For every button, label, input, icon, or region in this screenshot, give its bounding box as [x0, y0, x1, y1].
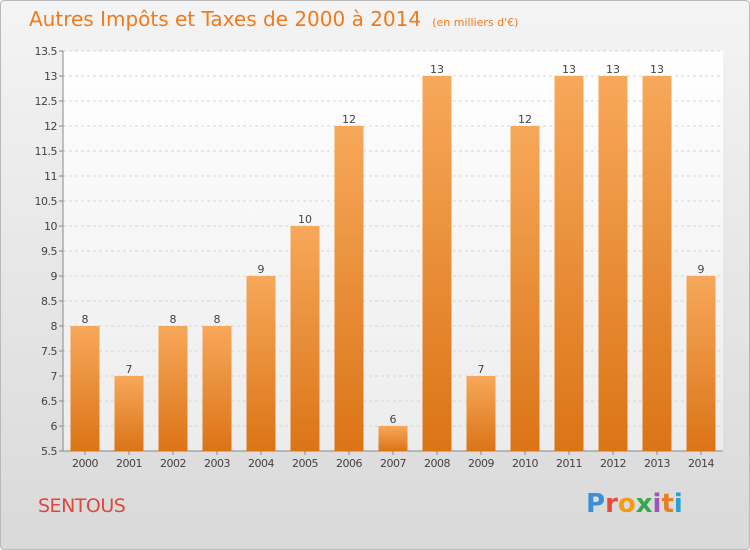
- bar: [466, 376, 496, 451]
- bar: [114, 376, 144, 451]
- y-tick-label: 8.5: [41, 295, 57, 308]
- y-tick-label: 11.5: [35, 145, 58, 158]
- x-tick-label: 2005: [292, 457, 318, 470]
- bar: [510, 126, 540, 451]
- y-tick-label: 12: [44, 120, 57, 133]
- x-tick-label: 2006: [336, 457, 362, 470]
- bar: [554, 76, 584, 451]
- logo-letter: i: [673, 489, 683, 519]
- logo-letter: r: [605, 489, 618, 519]
- y-tick-label: 7: [51, 370, 58, 383]
- bar: [422, 76, 452, 451]
- bar: [378, 426, 408, 451]
- logo-letter: x: [635, 489, 653, 519]
- bar-value-label: 13: [430, 63, 444, 76]
- bar: [686, 276, 716, 451]
- y-tick-label: 11: [44, 170, 57, 183]
- bar: [290, 226, 320, 451]
- bar-value-label: 6: [390, 413, 397, 426]
- x-tick-label: 2008: [424, 457, 450, 470]
- chart-title: Autres Impôts et Taxes de 2000 à 2014: [29, 7, 422, 31]
- bar-value-label: 13: [606, 63, 620, 76]
- y-tick-label: 10.5: [35, 195, 58, 208]
- y-tick-label: 9: [51, 270, 58, 283]
- x-tick-label: 2012: [600, 457, 626, 470]
- bar-value-label: 12: [518, 113, 532, 126]
- y-tick-label: 5.5: [41, 445, 57, 458]
- bar: [642, 76, 672, 451]
- commune-name: SENTOUS: [38, 495, 126, 517]
- bar-value-label: 10: [298, 213, 312, 226]
- y-tick-label: 12.5: [35, 95, 58, 108]
- bar-value-label: 13: [650, 63, 664, 76]
- proxiti-logo[interactable]: Proxiti: [586, 489, 683, 519]
- bar: [598, 76, 628, 451]
- logo-letter: o: [617, 489, 636, 519]
- bar-value-label: 9: [698, 263, 705, 276]
- y-tick-label: 6.5: [41, 395, 57, 408]
- bar-value-label: 8: [214, 313, 221, 326]
- bar-value-label: 13: [562, 63, 576, 76]
- x-tick-label: 2002: [160, 457, 186, 470]
- bar-value-label: 7: [478, 363, 485, 376]
- logo-letter: P: [586, 489, 606, 519]
- bar-value-label: 8: [82, 313, 89, 326]
- y-tick-label: 6: [51, 420, 58, 433]
- bar-value-label: 9: [258, 263, 265, 276]
- x-tick-label: 2007: [380, 457, 406, 470]
- bar: [70, 326, 100, 451]
- logo-letter: i: [652, 489, 662, 519]
- y-tick-label: 7.5: [41, 345, 57, 358]
- bar: [246, 276, 276, 451]
- chart-header: Autres Impôts et Taxes de 2000 à 2014 (e…: [29, 7, 518, 31]
- y-tick-label: 9.5: [41, 245, 57, 258]
- x-tick-label: 2014: [688, 457, 714, 470]
- y-tick-label: 13: [44, 70, 57, 83]
- x-tick-label: 2013: [644, 457, 670, 470]
- x-tick-label: 2000: [72, 457, 98, 470]
- y-tick-label: 10: [44, 220, 57, 233]
- x-tick-label: 2003: [204, 457, 230, 470]
- x-tick-label: 2009: [468, 457, 494, 470]
- x-tick-label: 2011: [556, 457, 582, 470]
- bar-value-label: 8: [170, 313, 177, 326]
- bar-value-label: 12: [342, 113, 356, 126]
- bar: [158, 326, 188, 451]
- logo-letter: t: [661, 489, 674, 519]
- bar: [202, 326, 232, 451]
- bar-value-label: 7: [126, 363, 133, 376]
- x-tick-label: 2001: [116, 457, 142, 470]
- chart-unit: (en milliers d'€): [432, 16, 519, 29]
- x-tick-label: 2010: [512, 457, 538, 470]
- y-tick-label: 13.5: [35, 45, 58, 58]
- y-tick-label: 8: [51, 320, 58, 333]
- x-tick-label: 2004: [248, 457, 274, 470]
- bar: [334, 126, 364, 451]
